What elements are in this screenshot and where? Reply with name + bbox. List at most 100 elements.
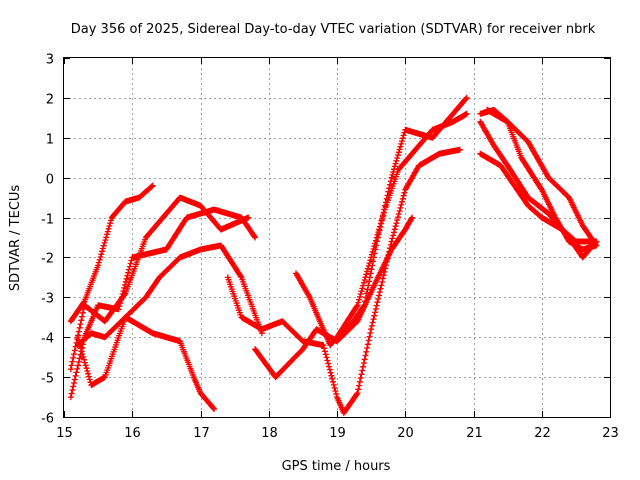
data-point bbox=[417, 164, 420, 167]
data-point bbox=[124, 200, 127, 203]
data-point bbox=[431, 136, 434, 139]
data-point bbox=[281, 320, 284, 323]
data-point bbox=[295, 272, 297, 275]
data-point bbox=[493, 144, 495, 147]
data-point bbox=[431, 128, 434, 131]
data-point bbox=[370, 256, 373, 259]
data-point bbox=[397, 168, 400, 171]
data-point bbox=[179, 256, 181, 259]
data-point bbox=[322, 328, 325, 331]
data-point bbox=[220, 244, 222, 247]
data-point bbox=[90, 384, 93, 387]
data-point bbox=[179, 196, 181, 199]
data-point bbox=[220, 228, 222, 231]
data-point bbox=[240, 316, 243, 319]
data-point bbox=[179, 340, 181, 343]
x-axis-label: GPS time / hours bbox=[282, 459, 391, 474]
series-arc-e bbox=[74, 314, 218, 412]
data-point bbox=[561, 228, 564, 231]
data-point bbox=[493, 108, 495, 111]
y-tick-label: -5 bbox=[41, 372, 54, 387]
data-point bbox=[595, 244, 598, 247]
data-point bbox=[213, 408, 216, 410]
data-point bbox=[547, 176, 550, 179]
series-arc-g bbox=[224, 146, 463, 416]
data-point bbox=[69, 368, 72, 371]
y-tick-label: 0 bbox=[46, 173, 54, 188]
data-point bbox=[465, 112, 468, 115]
data-point bbox=[479, 152, 482, 155]
data-point bbox=[506, 164, 509, 167]
data-point bbox=[458, 148, 461, 151]
data-point bbox=[390, 248, 393, 251]
data-point bbox=[383, 208, 386, 211]
data-point bbox=[103, 320, 106, 323]
x-tick-label: 20 bbox=[397, 426, 414, 441]
data-point bbox=[390, 240, 393, 243]
y-axis-label: SDTVAR / TECUs bbox=[8, 185, 23, 292]
data-point bbox=[151, 184, 154, 187]
data-point bbox=[117, 308, 120, 311]
data-point bbox=[336, 336, 338, 339]
data-point bbox=[411, 216, 414, 219]
data-point bbox=[69, 320, 72, 323]
data-point bbox=[568, 196, 570, 199]
data-point bbox=[247, 216, 250, 219]
data-point bbox=[192, 376, 195, 379]
x-tick-label: 22 bbox=[534, 426, 551, 441]
data-point bbox=[377, 276, 379, 279]
data-point bbox=[315, 328, 318, 331]
data-point bbox=[124, 316, 127, 319]
y-tick-label: -6 bbox=[41, 412, 54, 427]
data-point bbox=[479, 120, 482, 123]
plot-frame bbox=[63, 57, 611, 418]
data-point bbox=[151, 332, 154, 335]
data-point bbox=[158, 276, 161, 279]
data-point bbox=[213, 208, 216, 211]
data-point bbox=[465, 96, 468, 99]
data-point bbox=[144, 296, 147, 299]
y-tick-label: -4 bbox=[41, 332, 54, 347]
data-point bbox=[97, 304, 100, 307]
data-point bbox=[308, 296, 311, 299]
x-tick-label: 15 bbox=[56, 426, 73, 441]
series-arc-m bbox=[484, 106, 600, 249]
data-point bbox=[581, 256, 584, 259]
data-point bbox=[404, 228, 407, 231]
data-point bbox=[97, 264, 100, 267]
data-point bbox=[124, 292, 127, 295]
data-point bbox=[103, 376, 106, 379]
x-tick-label: 17 bbox=[193, 426, 210, 441]
series-arc-a bbox=[67, 182, 156, 325]
data-layer bbox=[67, 94, 600, 416]
data-point bbox=[329, 344, 332, 347]
data-point bbox=[254, 348, 257, 351]
data-point bbox=[520, 156, 523, 159]
data-point bbox=[206, 400, 209, 402]
data-point bbox=[103, 336, 106, 339]
data-point bbox=[540, 188, 543, 191]
data-point bbox=[240, 276, 243, 279]
data-point bbox=[301, 348, 304, 351]
data-point bbox=[199, 392, 202, 395]
data-point bbox=[547, 212, 550, 215]
x-tick-label: 18 bbox=[261, 426, 278, 441]
x-tick-label: 21 bbox=[466, 426, 483, 441]
data-point bbox=[274, 376, 277, 379]
data-point bbox=[499, 164, 502, 167]
data-point bbox=[486, 108, 489, 111]
data-point bbox=[90, 332, 93, 335]
data-point bbox=[356, 304, 359, 307]
data-point bbox=[254, 236, 257, 239]
data-point bbox=[69, 396, 72, 399]
data-point bbox=[479, 112, 482, 115]
data-point bbox=[370, 328, 373, 331]
data-point bbox=[404, 188, 407, 191]
data-point bbox=[574, 240, 577, 243]
data-point bbox=[581, 248, 584, 251]
data-point bbox=[527, 204, 530, 207]
series-arc-c bbox=[67, 194, 252, 373]
